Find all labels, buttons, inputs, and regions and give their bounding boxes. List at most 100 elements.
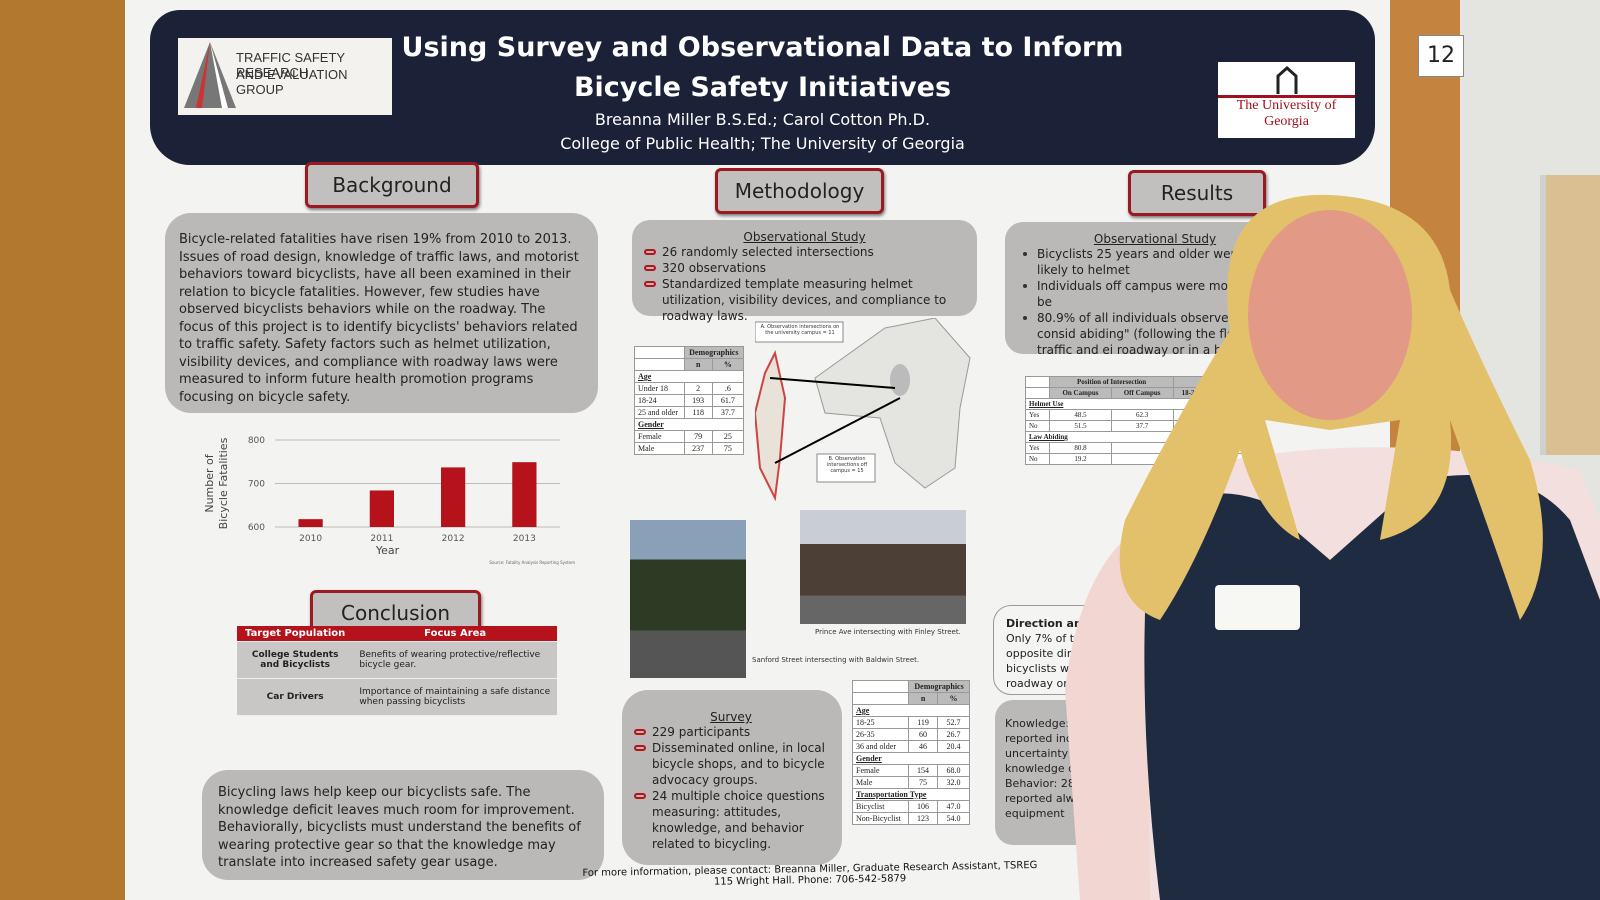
y-tick-label: 600: [248, 523, 265, 533]
y-axis-label-line: Number of: [203, 453, 216, 512]
board-edge: [1540, 175, 1600, 455]
bar: [512, 462, 537, 527]
title-line: Bicycle Safety Initiatives: [573, 72, 952, 103]
x-axis-label: Year: [375, 544, 400, 557]
logo-left: TRAFFIC SAFETY RESEARCH AND EVALUATION G…: [178, 38, 392, 115]
survey-panel: Survey 229 participants Disseminated onli…: [622, 690, 842, 865]
list-item: reported alway: [1005, 792, 1088, 805]
conclusion-table: Target Population Focus Area College Stude…: [237, 626, 557, 716]
list-item: roadway or i: [1006, 677, 1075, 690]
cell: No: [1024, 453, 1051, 465]
table-row: College Students and Bicyclists Benefits …: [237, 641, 557, 679]
label-box: [816, 453, 876, 483]
cell: 237: [683, 442, 713, 455]
table-row: Car Drivers Importance of maintaining a s…: [237, 678, 557, 716]
conclusion-panel: Bicycling laws help keep our bicyclists …: [202, 770, 604, 880]
x-tick-label: 2013: [513, 534, 536, 544]
cell: 61.7: [711, 394, 745, 407]
panel-heading: Survey: [710, 710, 752, 724]
list-item: opposite direc: [1006, 647, 1084, 660]
logo-icon: [184, 42, 236, 108]
cell: Benefits of wearing protective/reflectiv…: [353, 641, 557, 679]
x-tick-label: 2011: [370, 534, 393, 544]
poster-number: 12: [1418, 35, 1464, 77]
demographics-table: Demographics n% Age 18-25 119 52.7 26-35 60 26.7…: [851, 680, 970, 825]
map: [755, 318, 971, 502]
column-header: %: [937, 692, 970, 705]
list-item: Disseminated online, in local bicycle sh…: [630, 740, 832, 788]
bar: [369, 490, 394, 527]
list-item: Only 7% of the: [1006, 632, 1088, 645]
cell: College Students and Bicyclists: [237, 641, 354, 679]
column-header: Focus Area: [353, 626, 557, 642]
connector: [769, 377, 896, 389]
cell: 68.0: [937, 764, 970, 777]
panel-heading: Observational Study: [743, 230, 866, 244]
logo-text: TRAFFIC SAFETY RESEARCH: [236, 50, 345, 80]
map-label: A. Observation intersections on the univ…: [760, 324, 840, 336]
arch-icon: [1276, 66, 1298, 94]
bullet-list: 26 randomly selected intersections 320 ob…: [640, 244, 969, 324]
table-row: Male 75 32.0: [851, 776, 970, 789]
map-label: B. Observation intersections off campus …: [826, 456, 868, 474]
observational-panel: Observational Study 26 randomly selected…: [632, 220, 977, 323]
authors: Breanna Miller B.S.Ed.; Carol Cotton Ph.…: [594, 110, 931, 129]
list-item: Bicyclists 25 years and older were more …: [1015, 246, 1295, 278]
cell: Male: [634, 442, 685, 455]
table-row: 26-35 60 26.7: [851, 728, 970, 741]
paragraph: Bicycle-related fatalities have risen 19…: [179, 232, 579, 405]
photo-caption: Prince Ave intersecting with Finley Stre…: [815, 628, 961, 636]
demographics-table: Demographics n% Age Under 18 2.6 18-24 193 61.7…: [634, 346, 745, 455]
bar: [298, 519, 323, 527]
logo-text: AND EVALUATION GROUP: [236, 67, 348, 97]
photo-caption: Sanford Street intersecting with Baldwin…: [752, 656, 920, 664]
source-note: Source: Fatality Analysis Reporting Syst…: [489, 560, 575, 565]
cell: 54.0: [937, 812, 970, 825]
table-row: Non-Bicyclist 123 54.0: [851, 812, 970, 825]
logo-right: The University of Georgia: [1218, 62, 1355, 138]
x-tick-label: 2010: [299, 534, 322, 544]
y-tick-label: 700: [248, 480, 265, 490]
table-row: Male 237 75: [634, 442, 745, 455]
text-lines: Only 7% of the opposite direc bicyclists w…: [1006, 631, 1110, 691]
y-tick-label: 800: [248, 436, 265, 446]
list-item: Standardized template measuring helmet u…: [640, 276, 969, 324]
list-item: 320 observations: [640, 260, 969, 276]
section-heading: Methodology: [715, 168, 884, 214]
column-header: Target Population: [237, 626, 354, 642]
panel-heading: Observational Study: [1093, 232, 1217, 246]
cell: Non-Bicyclist: [851, 812, 910, 825]
table-row: Female 154 68.0: [851, 764, 970, 777]
cell: Male: [851, 776, 910, 789]
name-tag: [1215, 585, 1300, 630]
table-row: 18-24 193 61.7: [634, 394, 745, 407]
list-item: 80.9% of all individuals observed were c…: [1015, 310, 1295, 358]
cell: No: [1024, 420, 1051, 432]
connector: [774, 397, 901, 464]
header-row: Target Population Focus Area: [237, 626, 557, 642]
photo: [630, 520, 746, 678]
vest: [1144, 475, 1600, 900]
title-line: Using Survey and Observational Data to I…: [401, 32, 1124, 63]
section-heading: Background: [305, 162, 479, 208]
affiliation: College of Public Health; The University…: [560, 134, 965, 153]
section-heading: Results: [1128, 170, 1266, 216]
list-item: equipment: [1005, 807, 1065, 820]
x-tick-label: 2012: [442, 534, 465, 544]
list-item: bicyclists wer: [1006, 662, 1081, 675]
photo: [800, 510, 966, 624]
bullet-list: 229 participants Disseminated online, in …: [630, 724, 832, 852]
bullet-list: Bicyclists 25 years and older were more …: [1015, 246, 1295, 358]
background-panel: Bicycle-related fatalities have risen 19…: [165, 213, 598, 413]
y-axis-label-line: Bicycle Fatalities: [217, 437, 230, 529]
face: [1248, 210, 1412, 420]
table-row: 36 and older 46 20.4: [851, 740, 970, 753]
list-item: 26 randomly selected intersections: [640, 244, 969, 260]
list-item: 229 participants: [630, 724, 832, 740]
label-box: [755, 321, 844, 343]
table-row: Female 79 25: [634, 430, 745, 443]
cell: Importance of maintaining a safe distanc…: [353, 678, 557, 716]
logo-text: The University of Georgia: [1218, 95, 1355, 130]
